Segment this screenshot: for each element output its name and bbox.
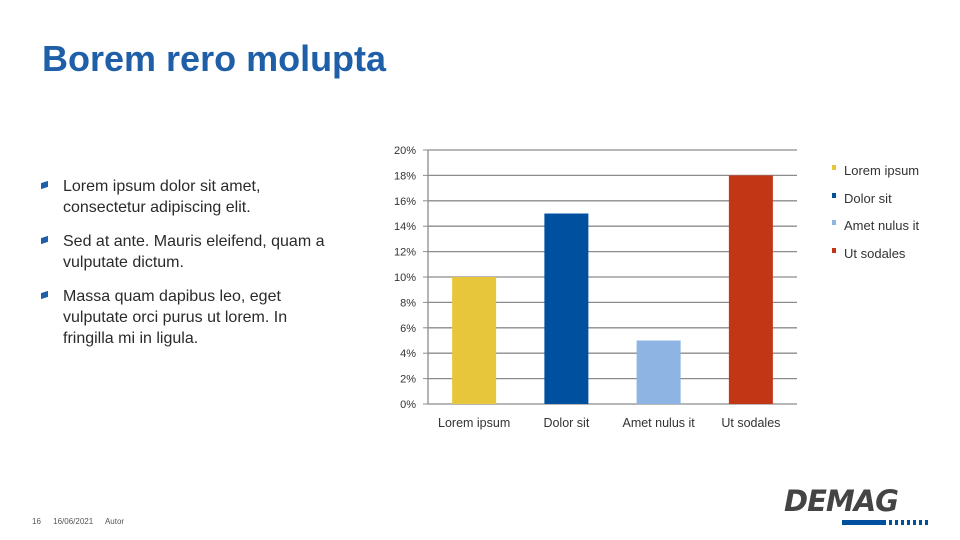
bar-amet-nulus-it xyxy=(636,340,681,404)
bullet-text: Lorem ipsum dolor sit amet, consectetur … xyxy=(63,178,261,216)
x-tick-label: Amet nulus it xyxy=(622,416,695,430)
bullet-list: Lorem ipsum dolor sit amet, consectetur … xyxy=(40,176,340,362)
bar-dolor-sit xyxy=(544,213,589,404)
y-tick-label: 0% xyxy=(400,399,416,411)
bullet-item: Massa quam dapibus leo, eget vulputate o… xyxy=(40,286,340,349)
bar-lorem-ipsum xyxy=(452,277,497,404)
legend-label: Dolor sit xyxy=(844,190,892,206)
y-tick-label: 10% xyxy=(394,272,416,284)
bullet-text: Massa quam dapibus leo, eget vulputate o… xyxy=(63,288,288,347)
y-tick-label: 2% xyxy=(400,374,416,386)
y-tick-label: 16% xyxy=(394,196,416,208)
legend-entry: Lorem ipsum xyxy=(832,162,919,190)
bullet-item: Sed at ante. Mauris eleifend, quam a vul… xyxy=(40,231,340,273)
legend-swatch xyxy=(832,220,836,225)
legend-entry: Dolor sit xyxy=(832,190,919,218)
y-tick-label: 4% xyxy=(400,348,416,360)
demag-logo-icon: DEMAG xyxy=(784,484,932,528)
x-tick-label: Dolor sit xyxy=(543,416,589,430)
legend-swatch xyxy=(832,192,836,198)
y-tick-label: 14% xyxy=(394,221,416,233)
slide-title: Borem rero molupta xyxy=(42,38,387,79)
legend-label: Ut sodales xyxy=(844,245,906,261)
footer-date: 16/06/2021 xyxy=(53,517,94,526)
legend-swatch xyxy=(832,165,836,170)
logo-stripes xyxy=(842,520,928,525)
chart-legend: Lorem ipsum Dolor sit Amet nulus it Ut soda… xyxy=(832,162,919,272)
logo-text: DEMAG xyxy=(784,484,899,518)
y-tick-label: 8% xyxy=(400,297,416,309)
y-tick-label: 18% xyxy=(394,170,416,182)
legend-label: Lorem ipsum xyxy=(844,163,920,178)
bullet-item: Lorem ipsum dolor sit amet, consectetur … xyxy=(40,176,340,218)
legend-entry: Amet nulus it xyxy=(832,217,919,245)
x-tick-label: Ut sodales xyxy=(721,416,780,430)
x-tick-label: Lorem ipsum xyxy=(438,416,510,430)
y-tick-label: 6% xyxy=(400,323,416,335)
footer-author: Autor xyxy=(104,517,125,526)
legend-swatch xyxy=(832,247,836,253)
y-tick-label: 20% xyxy=(394,145,416,157)
bullet-text: Sed at ante. Mauris eleifend, quam a vul… xyxy=(63,233,325,271)
legend-label: Amet nulus it xyxy=(844,218,920,233)
legend-entry: Ut sodales xyxy=(832,245,919,273)
page-number: 16 xyxy=(32,517,41,526)
footer: 16 16/06/2021 Autor xyxy=(32,517,134,526)
bar-ut-sodales xyxy=(728,175,773,404)
y-tick-label: 12% xyxy=(394,247,416,259)
